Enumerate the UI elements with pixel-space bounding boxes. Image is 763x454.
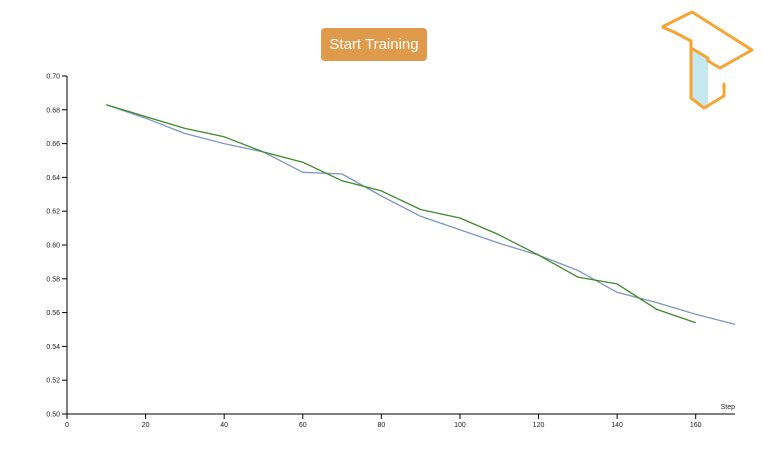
y-tick-label: 0.58 — [46, 276, 60, 283]
x-axis-title: Step — [721, 404, 736, 411]
y-tick-label: 0.62 — [46, 209, 60, 216]
series-line-2 — [106, 104, 696, 324]
x-tick-label: 40 — [220, 422, 228, 429]
x-tick-label: 80 — [377, 422, 385, 429]
chart-series — [106, 104, 736, 326]
y-tick-label: 0.70 — [46, 74, 60, 81]
chart-axes: 0.50 0.52 0.54 0.56 0.58 0.60 0.62 0.64 0.66 0.68… — [46, 74, 735, 430]
y-tick-label: 0.66 — [46, 141, 60, 148]
y-tick-label: 0.56 — [46, 310, 60, 317]
x-tick-label: 160 — [690, 422, 702, 429]
x-tick-label: 20 — [142, 422, 150, 429]
x-tick-label: 140 — [611, 422, 623, 429]
y-tick-label: 0.60 — [46, 243, 60, 250]
y-tick-label: 0.64 — [46, 175, 60, 182]
x-tick-label: 120 — [533, 422, 545, 429]
x-tick-label: 60 — [299, 422, 307, 429]
series-line-1 — [106, 104, 736, 326]
x-tick-label: 0 — [65, 422, 69, 429]
tensorboard-logo-icon — [661, 10, 754, 110]
x-tick-label: 100 — [454, 422, 466, 429]
y-tick-label: 0.50 — [46, 412, 60, 419]
y-tick-label: 0.52 — [46, 378, 60, 385]
y-tick-label: 0.68 — [46, 107, 60, 114]
y-tick-label: 0.54 — [46, 344, 60, 351]
start-training-button[interactable]: Start Training — [321, 28, 427, 61]
